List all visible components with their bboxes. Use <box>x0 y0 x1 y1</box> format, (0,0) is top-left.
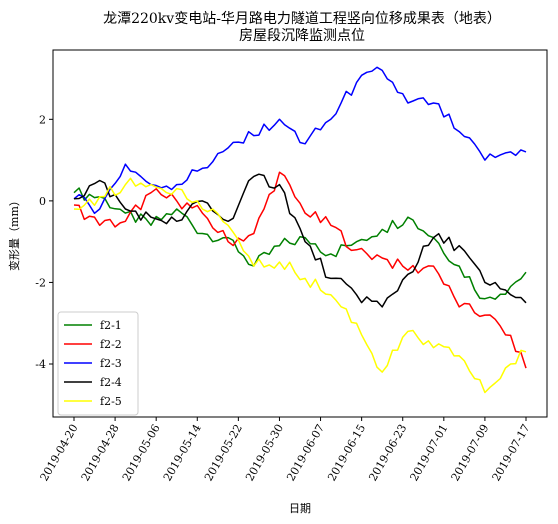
legend-label: f2-4 <box>100 376 122 389</box>
legend-label: f2-5 <box>100 395 122 408</box>
x-tick-label: 2019-05-30 <box>243 422 286 483</box>
legend-label: f2-1 <box>100 319 122 332</box>
x-axis-label: 日期 <box>289 502 311 515</box>
x-tick-label: 2019-07-01 <box>407 422 450 483</box>
x-tick-label: 2019-04-28 <box>79 422 122 483</box>
series-line-f2-1 <box>73 187 527 300</box>
x-tick-label: 2019-07-17 <box>490 422 533 483</box>
x-tick-label: 2019-05-22 <box>202 422 245 483</box>
legend: f2-1 f2-2 f2-3 f2-4 f2-5 <box>57 311 139 416</box>
x-tick-label: 2019-07-09 <box>449 422 492 483</box>
y-axis: -4 -2 0 2 <box>35 113 53 371</box>
y-tick-label: -4 <box>35 358 46 371</box>
series-line-f2-4 <box>73 173 527 308</box>
legend-label: f2-2 <box>100 338 122 351</box>
legend-box <box>57 311 139 416</box>
chart-title-line2: 房屋段沉降监测点位 <box>239 28 365 44</box>
x-tick-label: 2019-05-14 <box>161 422 204 483</box>
x-axis: 2019-04-202019-04-282019-05-062019-05-14… <box>38 417 533 483</box>
y-tick-label: 2 <box>39 113 46 126</box>
x-tick-label: 2019-06-07 <box>284 422 327 483</box>
y-axis-label: 变形量（mm） <box>7 195 21 271</box>
x-tick-label: 2019-04-20 <box>38 422 81 483</box>
x-tick-label: 2019-06-15 <box>325 422 368 483</box>
y-tick-label: -2 <box>35 276 46 289</box>
y-tick-label: 0 <box>39 195 46 208</box>
plot-frame <box>52 49 548 418</box>
legend-label: f2-3 <box>100 357 122 370</box>
x-tick-label: 2019-05-06 <box>120 422 163 483</box>
series-line-f2-5 <box>73 177 527 394</box>
x-tick-label: 2019-06-23 <box>366 422 409 483</box>
series-line-f2-3 <box>73 66 527 215</box>
series-line-f2-2 <box>73 171 527 369</box>
chart-title-line1: 龙潭220kv变电站-华月路电力隧道工程竖向位移成果表（地表） <box>103 10 501 27</box>
series-layer <box>73 66 527 394</box>
